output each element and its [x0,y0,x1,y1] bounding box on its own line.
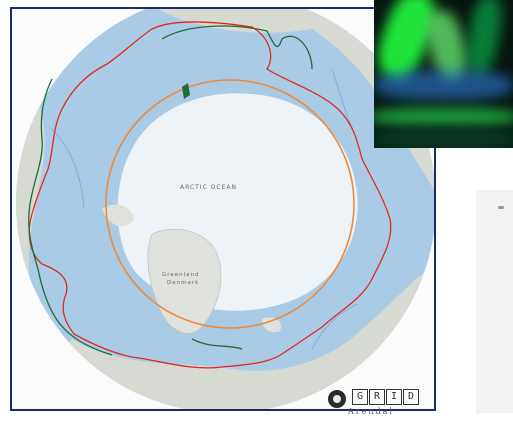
grid-letters: G R I D [352,389,419,405]
greenland-sub-label: Denmark [167,280,200,286]
aurora-band [462,0,506,77]
grid-letter: R [369,389,385,405]
arctic-circle-line [105,79,355,329]
boundary-red-line [28,21,392,369]
arctic-map [16,9,434,409]
greenland-land [147,228,222,334]
aurora-horizon [374,108,513,126]
aurora-ground [374,128,513,148]
land-eurasia [142,9,434,209]
greenland-label: Greenland [162,272,200,278]
island-archipelago [102,204,134,227]
grid-letter: G [352,389,368,405]
aurora-photo [374,0,513,148]
island-svalbard [262,317,281,333]
marker-green [182,83,190,99]
side-panel [476,190,513,413]
grid-letter: I [386,389,402,405]
river-3 [311,303,358,350]
boundary-green-line [28,25,313,356]
aurora-sky-blue [374,70,513,100]
arctic-map-frame: ARCTIC OCEAN Greenland Denmark G R I D A… [10,7,436,416]
river-2 [51,128,85,210]
side-mark [498,206,504,209]
grid-arendal-logo: G R I D Arendal [328,387,446,417]
arendal-text: Arendal [348,407,394,416]
center-ocean-label: ARCTIC OCEAN [180,184,237,191]
grid-letter: D [403,389,419,405]
unep-seal-icon [328,390,346,408]
